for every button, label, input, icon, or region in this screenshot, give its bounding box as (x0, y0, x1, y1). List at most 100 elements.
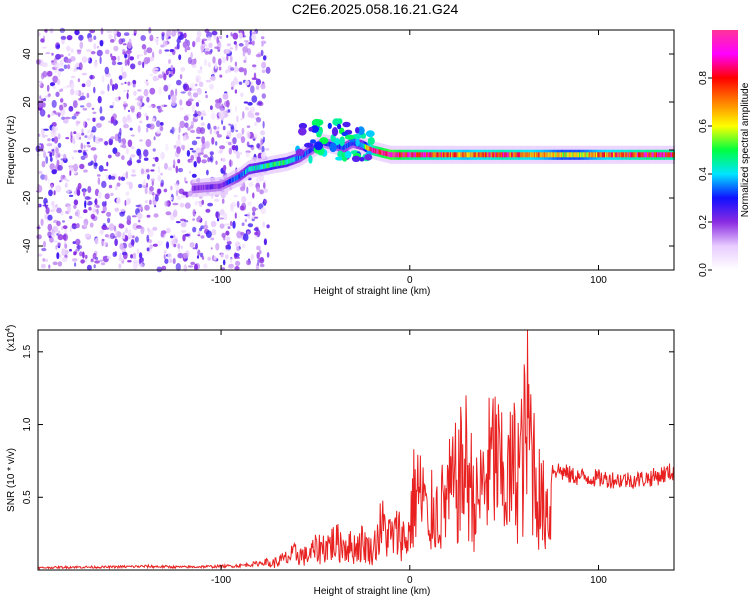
ridge-core (196, 185, 199, 191)
noise-blob (251, 33, 257, 41)
noise-blob (236, 151, 241, 160)
ridge-core (586, 152, 589, 158)
ridge-blob (365, 130, 375, 138)
noise-blob (184, 46, 188, 53)
noise-blob (241, 196, 247, 203)
ridge-core (521, 152, 524, 158)
noise-blob (209, 151, 214, 156)
ridge-core (486, 152, 489, 158)
noise-blob (236, 200, 240, 208)
noise-blob (82, 189, 86, 197)
noise-blob (187, 98, 194, 102)
noise-blob (93, 161, 98, 170)
noise-blob (89, 222, 94, 228)
ridge-core (567, 152, 570, 158)
noise-blob (167, 252, 172, 260)
ridge-core (214, 184, 217, 189)
noise-blob (46, 143, 53, 147)
noise-blob (47, 138, 51, 142)
colorbar-tick-label: 0.8 (698, 71, 709, 85)
ridge-core (349, 141, 352, 147)
noise-blob (73, 163, 79, 172)
ridge-core (639, 152, 641, 158)
ridge-core (482, 152, 485, 158)
ridge-blob (310, 125, 319, 133)
noise-blob (50, 184, 54, 189)
noise-blob (96, 49, 103, 57)
ridge-core (195, 185, 198, 191)
noise-blob (40, 72, 45, 80)
noise-blob (83, 209, 88, 214)
ridge-core (602, 152, 605, 158)
ridge-core (366, 145, 369, 150)
noise-blob (196, 87, 202, 95)
noise-blob (102, 205, 107, 213)
ridge-core (440, 152, 443, 158)
noise-blob (247, 223, 254, 228)
noise-blob (163, 254, 166, 260)
noise-blob (81, 83, 86, 88)
noise-blob (243, 101, 249, 104)
noise-blob (162, 104, 165, 109)
ridge-core (506, 152, 509, 158)
ridge-core (194, 185, 196, 191)
ridge-core (627, 152, 630, 158)
ridge-core (372, 148, 375, 153)
noise-blob (82, 151, 87, 156)
ridge-core (658, 152, 661, 158)
noise-blob (201, 136, 206, 144)
ridge-core (487, 152, 490, 158)
ridge-core (642, 152, 645, 158)
noise-blob (225, 230, 230, 236)
noise-blob (64, 243, 68, 249)
ridge-blob (339, 137, 345, 147)
noise-blob (224, 223, 230, 226)
noise-blob (59, 104, 64, 111)
ridge-core (341, 144, 344, 150)
ridge-core (556, 152, 559, 158)
noise-blob (63, 64, 68, 70)
noise-blob (243, 59, 247, 64)
noise-blob (143, 49, 147, 56)
noise-blob (148, 229, 154, 237)
ridge-core (226, 180, 229, 185)
noise-blob (108, 184, 113, 189)
noise-blob (238, 67, 245, 73)
noise-blob (260, 256, 264, 262)
noise-blob (87, 186, 92, 193)
noise-blob (76, 223, 80, 229)
noise-blob (224, 249, 231, 252)
ridge-core (505, 152, 508, 158)
noise-blob (139, 139, 143, 142)
noise-blob (55, 147, 59, 154)
ridge-core (461, 152, 464, 158)
noise-blob (77, 78, 81, 83)
noise-blob (106, 174, 109, 181)
ridge-core (394, 152, 397, 158)
ridge-core (290, 158, 293, 163)
ridge-core (351, 140, 354, 146)
noise-blob (192, 209, 196, 217)
noise-blob (163, 188, 168, 193)
noise-blob (118, 38, 124, 45)
noise-blob (120, 208, 126, 212)
ridge-blob (367, 137, 375, 145)
noise-blob (250, 85, 255, 94)
noise-blob (188, 170, 192, 174)
noise-blob (149, 56, 155, 62)
noise-blob (215, 101, 221, 109)
noise-blob (139, 106, 143, 110)
noise-blob (242, 111, 245, 119)
noise-blob (118, 75, 123, 81)
ridge-core (326, 141, 329, 147)
noise-blob (86, 118, 91, 121)
ridge-core (513, 152, 516, 158)
noise-blob (83, 144, 86, 149)
noise-blob (201, 199, 204, 205)
ridge-core (389, 152, 392, 158)
noise-blob (168, 74, 172, 78)
ridge-blob (311, 118, 322, 128)
ridge-core (385, 151, 388, 157)
noise-blob (205, 47, 210, 51)
noise-blob (110, 53, 113, 58)
